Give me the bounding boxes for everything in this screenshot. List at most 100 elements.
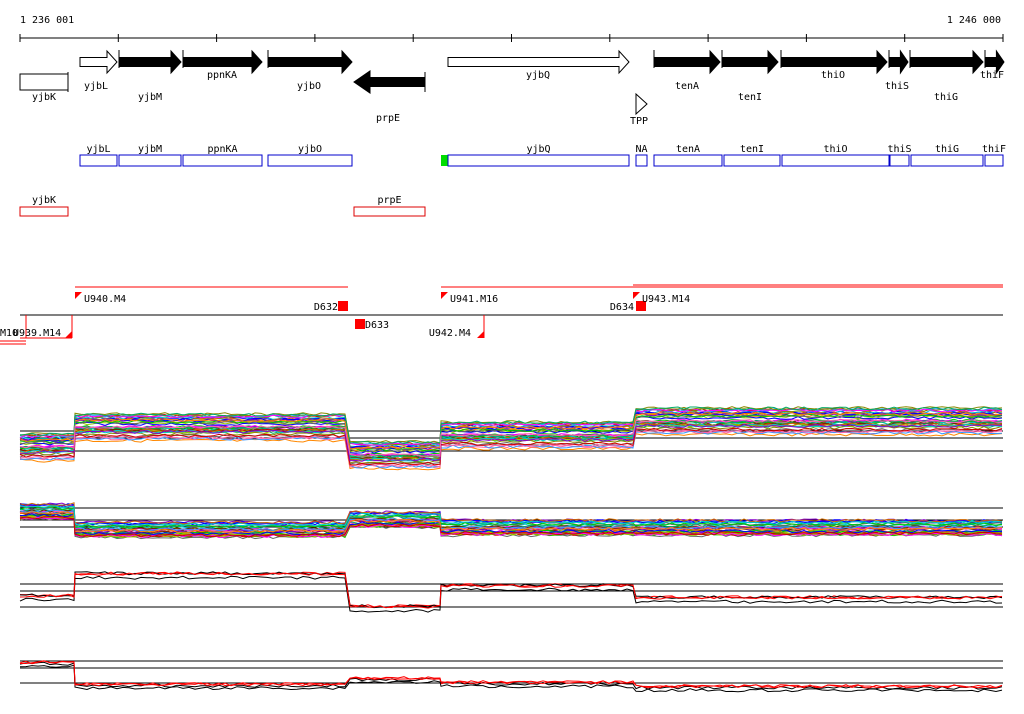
gene-arrow xyxy=(653,49,721,75)
feature-thif[interactable]: thiF xyxy=(982,144,1006,167)
gene-prpe[interactable]: prpE xyxy=(353,70,426,124)
gene-arrow xyxy=(984,49,1005,75)
expression-trace xyxy=(19,661,1003,690)
segment-label: D633 xyxy=(365,320,389,331)
expression-trace xyxy=(20,511,1003,534)
gene-yjbk[interactable]: yjbK xyxy=(19,73,69,103)
expression-profile-panel-1 xyxy=(19,406,1003,471)
gene-label: thiF xyxy=(980,70,1004,81)
feature-box xyxy=(353,206,426,217)
gene-ppnka[interactable]: ppnKA xyxy=(182,49,263,81)
gene-label: thiS xyxy=(885,81,909,92)
gene-yjbq[interactable]: yjbQ xyxy=(447,49,630,81)
feature-label: thiF xyxy=(982,144,1006,155)
feature-label: yjbK xyxy=(32,195,56,206)
feature-label: yjbM xyxy=(138,144,162,155)
feature-prpe[interactable]: prpE xyxy=(353,195,426,217)
expression-trace xyxy=(19,419,1003,457)
gene-yjbl[interactable]: yjbL xyxy=(79,49,118,92)
feature-box xyxy=(79,154,118,167)
segment-label: U943.M14 xyxy=(642,294,690,305)
feature-ppnka[interactable]: ppnKA xyxy=(182,144,263,167)
expression-trace xyxy=(19,413,1003,452)
gene-teni[interactable]: tenI xyxy=(721,49,779,103)
feature-na[interactable]: NA xyxy=(635,144,648,167)
feature-box xyxy=(653,154,723,167)
feature-box xyxy=(19,206,69,217)
feature-yjbl[interactable]: yjbL xyxy=(79,144,118,167)
segment-label: U942.M4 xyxy=(429,328,471,339)
gene-thig[interactable]: thiG xyxy=(909,49,984,103)
gene-arrow xyxy=(721,49,779,75)
feature-box xyxy=(889,154,910,167)
feature-label: ppnKA xyxy=(207,144,237,155)
segment-label: M10 xyxy=(0,328,18,339)
gene-yjbm[interactable]: yjbM xyxy=(118,49,182,103)
expression-trace xyxy=(20,660,1003,689)
feature-box xyxy=(447,154,630,167)
expression-trace xyxy=(19,511,1003,533)
feature-box xyxy=(723,154,781,167)
gene-label: thiG xyxy=(934,92,958,103)
feature-tena[interactable]: tenA xyxy=(653,144,723,167)
expression-trace xyxy=(19,507,1003,530)
gene-thif[interactable]: thiF xyxy=(980,49,1005,81)
feature-label: tenA xyxy=(676,144,700,155)
feature-thig[interactable]: thiG xyxy=(910,144,984,167)
gene-arrow xyxy=(447,49,630,75)
ruler-start-label: 1 236 001 xyxy=(20,15,74,26)
feature-label: thiG xyxy=(935,144,959,155)
feature-yjbq[interactable]: yjbQ xyxy=(447,144,630,167)
expression-trace xyxy=(19,423,1003,462)
segment-flag xyxy=(633,292,640,299)
shift-box xyxy=(636,301,646,311)
gene-arrow xyxy=(118,49,182,75)
gene-this[interactable]: thiS xyxy=(885,49,909,92)
feature-box xyxy=(118,154,182,167)
feature-label: thiO xyxy=(823,144,847,155)
annotation-track-blue: yjbL yjbM ppnKA yjbO yjbQ NA tenA tenI thiO thiS t… xyxy=(79,144,1006,167)
riboswitch-marker xyxy=(635,92,648,116)
gene-thio[interactable]: thiO xyxy=(780,49,888,81)
feature-label: NA xyxy=(635,144,647,155)
expression-trace xyxy=(19,502,1003,525)
feature-yjbm[interactable]: yjbM xyxy=(118,144,182,167)
expression-trace xyxy=(19,505,1003,527)
segment-label: U940.M4 xyxy=(84,294,126,305)
feature-box xyxy=(267,154,353,167)
gene-label: tenI xyxy=(738,92,762,103)
segment-flag xyxy=(441,292,448,299)
expression-trace xyxy=(19,406,1003,445)
gene-tena[interactable]: tenA xyxy=(653,49,721,92)
feature-box xyxy=(984,154,1004,167)
gene-label: prpE xyxy=(376,113,400,124)
gene-arrow xyxy=(182,49,263,75)
expression-profile-panel-3 xyxy=(19,571,1003,613)
expression-trace xyxy=(19,664,1003,693)
feature-thio[interactable]: thiO xyxy=(781,144,890,167)
expression-trace xyxy=(19,516,1003,539)
expression-trace xyxy=(19,411,1003,450)
feature-teni[interactable]: tenI xyxy=(723,144,781,167)
feature-this[interactable]: thiS xyxy=(887,144,912,167)
feature-yjbo[interactable]: yjbO xyxy=(267,144,353,167)
expression-trace xyxy=(19,425,1003,464)
feature-yjbk[interactable]: yjbK xyxy=(19,195,69,217)
shift-box xyxy=(355,319,365,329)
expression-trace xyxy=(19,515,1003,538)
gene-arrow xyxy=(267,49,353,75)
gene-yjbo[interactable]: yjbO xyxy=(267,49,353,92)
segment-flag xyxy=(75,292,82,299)
feature-label: tenI xyxy=(740,144,764,155)
gene-arrow xyxy=(353,70,426,94)
expression-trace xyxy=(19,412,1003,451)
segment-flag xyxy=(477,331,484,338)
gene-label: yjbL xyxy=(84,81,108,92)
expression-trace xyxy=(19,415,1003,454)
gene-tpp[interactable]: TPP xyxy=(630,92,648,127)
segment-flag xyxy=(65,331,72,338)
gene-arrow xyxy=(79,49,118,75)
start-marker xyxy=(441,155,448,166)
gene-label: thiO xyxy=(821,70,845,81)
segment-label: D632 xyxy=(314,302,338,313)
